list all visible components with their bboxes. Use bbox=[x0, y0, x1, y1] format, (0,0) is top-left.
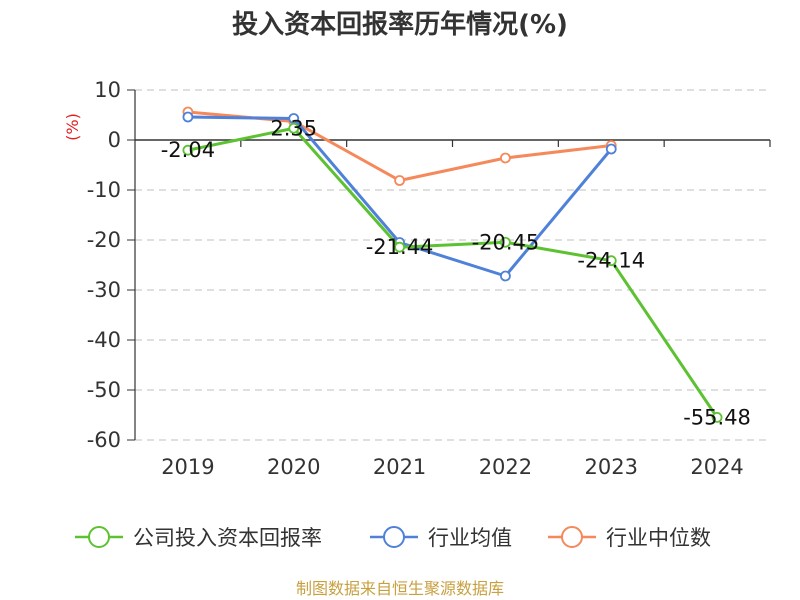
series-point-0 bbox=[711, 411, 723, 423]
y-tick-label: -10 bbox=[87, 178, 121, 202]
legend-marker bbox=[383, 526, 405, 548]
x-tick-label: 2024 bbox=[690, 455, 743, 479]
data-label: -55.48 bbox=[683, 405, 751, 429]
legend-label: 公司投入资本回报率 bbox=[133, 526, 322, 550]
y-tick-label: -50 bbox=[87, 378, 121, 402]
y-tick-labels: 10 0 -10 -20 -30 -40 -50 -60 bbox=[87, 78, 121, 452]
x-tick-label: 2019 bbox=[161, 455, 214, 479]
series-point-1 bbox=[500, 270, 511, 282]
y-axis-unit: (%) bbox=[63, 113, 82, 141]
series-point-0 bbox=[288, 122, 300, 134]
legend-label: 行业中位数 bbox=[606, 526, 711, 550]
series-lines bbox=[182, 106, 723, 423]
legend-marker bbox=[88, 526, 110, 548]
x-tick-label: 2023 bbox=[585, 455, 638, 479]
footer-source: 制图数据来自恒生聚源数据库 bbox=[296, 579, 504, 598]
y-tick-label: 0 bbox=[108, 128, 121, 152]
data-label: -2.04 bbox=[161, 138, 215, 162]
legend: 公司投入资本回报率 行业均值 行业中位数 bbox=[75, 526, 711, 550]
series-point-0 bbox=[394, 241, 405, 253]
series-point-0 bbox=[500, 236, 511, 248]
y-tick-label: -40 bbox=[87, 328, 121, 352]
data-labels: -2.04 2.35 -21.44 -20.45 -24.14 -55.48 bbox=[161, 116, 751, 429]
data-label: -24.14 bbox=[577, 249, 645, 273]
y-tick-label: 10 bbox=[94, 78, 121, 102]
x-tick-labels: 2019 2020 2021 2022 2023 2024 bbox=[161, 455, 744, 479]
y-tick-label: -30 bbox=[87, 278, 121, 302]
x-tick-label: 2022 bbox=[479, 455, 532, 479]
grid-lines bbox=[127, 89, 770, 441]
legend-marker bbox=[561, 526, 583, 548]
legend-label: 行业均值 bbox=[428, 526, 512, 550]
data-label: 2.35 bbox=[270, 116, 317, 140]
y-tick-label: -20 bbox=[87, 228, 121, 252]
series-point-0 bbox=[182, 144, 194, 156]
series-line-2 bbox=[187, 110, 612, 182]
x-tick-label: 2021 bbox=[373, 455, 426, 479]
series-point-2 bbox=[500, 152, 511, 164]
series-point-1 bbox=[605, 143, 617, 155]
series-point-0 bbox=[605, 255, 617, 267]
chart-title: 投入资本回报率历年情况(%) bbox=[232, 9, 568, 40]
x-tick-label: 2020 bbox=[267, 455, 320, 479]
data-label: -20.45 bbox=[472, 230, 540, 254]
y-tick-label: -60 bbox=[87, 428, 121, 452]
series-point-2 bbox=[394, 175, 405, 186]
series-point-1 bbox=[182, 111, 194, 123]
data-label: -21.44 bbox=[366, 235, 434, 259]
series-line-0 bbox=[187, 126, 719, 419]
